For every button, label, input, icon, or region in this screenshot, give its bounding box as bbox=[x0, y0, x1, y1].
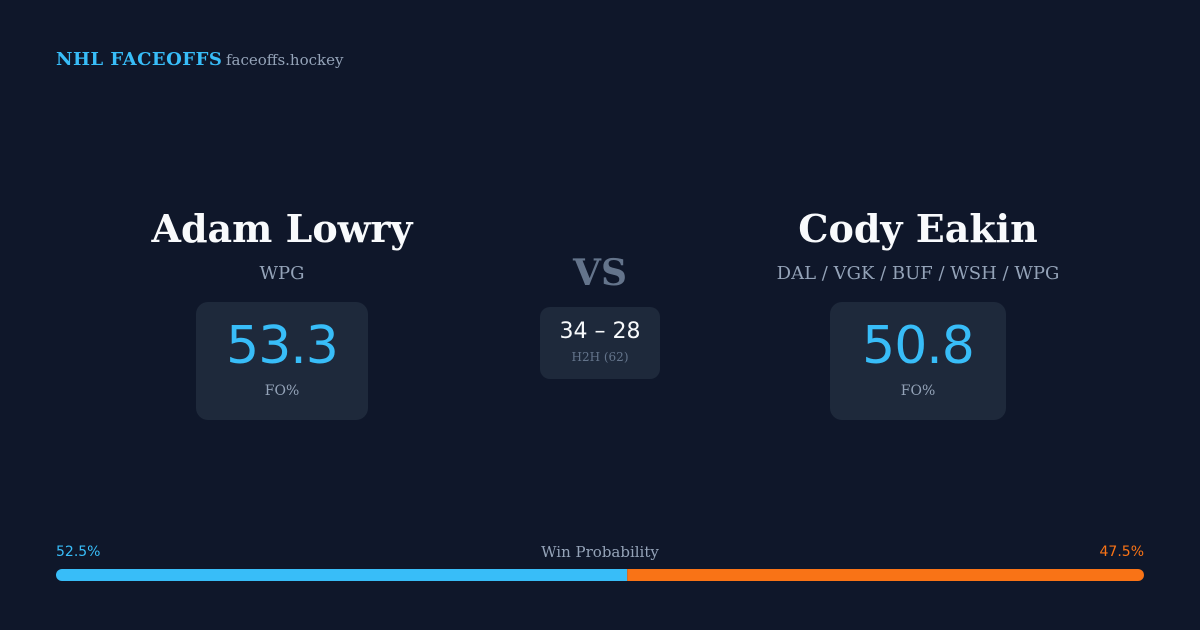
prob-title: Win Probability bbox=[541, 543, 659, 561]
fo-pct: 53.3 bbox=[226, 316, 339, 376]
fo-label: FO% bbox=[900, 383, 936, 399]
player-name: Cody Eakin bbox=[798, 206, 1038, 251]
player-teams: WPG bbox=[259, 263, 305, 284]
player-name: Adam Lowry bbox=[151, 206, 413, 251]
stat-card: 50.8 FO% bbox=[830, 302, 1006, 420]
h2h-score: 34 – 28 bbox=[559, 319, 641, 344]
prob-segment bbox=[56, 569, 628, 581]
fo-pct: 50.8 bbox=[862, 316, 975, 376]
site: faceoffs.hockey bbox=[226, 51, 344, 69]
prob-segment bbox=[627, 569, 1144, 581]
prob-label: 47.5% bbox=[1099, 544, 1144, 560]
stat-card: 53.3 FO% bbox=[196, 302, 368, 420]
fo-label: FO% bbox=[264, 383, 300, 399]
versus: VS bbox=[573, 252, 627, 294]
player-teams: DAL / VGK / BUF / WSH / WPG bbox=[776, 263, 1060, 284]
brand: NHL FACEOFFS bbox=[56, 49, 223, 70]
prob-bar bbox=[56, 569, 1144, 581]
prob-label: 52.5% bbox=[56, 544, 101, 560]
h2h-card: 34 – 28 H2H (62) bbox=[540, 307, 660, 379]
h2h-label: H2H (62) bbox=[571, 350, 629, 364]
